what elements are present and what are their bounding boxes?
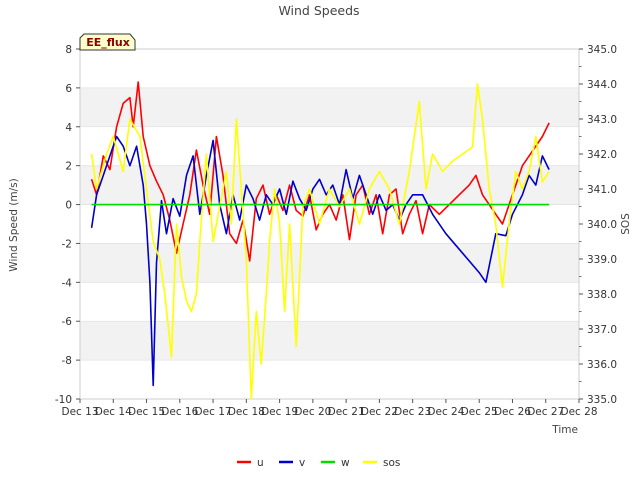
grid-band xyxy=(80,165,579,205)
y-axis-right-ticks: 335.0 336.0 337.0 338.0 339.0 340.0 341.0 342.0… xyxy=(579,44,617,406)
y-axis-left-ticks: -10 -8 -6 -4 -2 0 2 4 6 8 xyxy=(55,44,80,406)
x-tick-label: Dec 16 xyxy=(161,406,198,418)
y-left-tick-label: 0 xyxy=(65,200,72,212)
annotation-box xyxy=(79,33,136,51)
legend-label-v: v xyxy=(299,457,305,469)
x-tick-label: Dec 18 xyxy=(228,406,265,418)
grid-band xyxy=(80,321,579,361)
annotation-badge: EE_flux xyxy=(79,33,136,51)
x-tick-label: Dec 28 xyxy=(560,406,597,418)
y-left-tick-label: 6 xyxy=(65,83,72,95)
grid-band xyxy=(80,87,579,127)
y-left-tick-label: -8 xyxy=(62,355,72,367)
grid-bands xyxy=(80,48,579,400)
y-right-tick-label: 344.0 xyxy=(587,79,617,91)
x-tick-label: Dec 15 xyxy=(128,406,165,418)
x-tick-label: Dec 27 xyxy=(527,406,564,418)
y-right-tick-label: 342.0 xyxy=(587,149,617,161)
legend-label-sos: sos xyxy=(383,457,400,469)
series-line-u xyxy=(90,81,550,262)
x-tick-label: Dec 26 xyxy=(494,406,531,418)
x-tick-label: Dec 22 xyxy=(361,406,398,418)
x-tick-label: Dec 19 xyxy=(261,406,298,418)
y-right-tick-label: 343.0 xyxy=(587,114,617,126)
grid-band xyxy=(80,243,579,283)
x-tick-label: Dec 13 xyxy=(61,406,98,418)
legend: u v w sos xyxy=(237,457,400,469)
y-right-tick-label: 340.0 xyxy=(587,219,617,231)
chart-title: Wind Speeds xyxy=(278,3,359,18)
y-right-tick-label: 345.0 xyxy=(587,44,617,56)
x-tick-label: Dec 21 xyxy=(328,406,365,418)
x-tick-label: Dec 24 xyxy=(427,406,464,418)
x-tick-label: Dec 17 xyxy=(195,406,232,418)
y-right-tick-label: 341.0 xyxy=(587,184,617,196)
y-left-tick-label: 4 xyxy=(65,122,72,134)
series-line-sos xyxy=(90,83,550,400)
y-right-tick-label: 339.0 xyxy=(587,254,617,266)
y-left-tick-label: -4 xyxy=(62,277,73,289)
y-left-tick-label: 8 xyxy=(65,44,72,56)
x-axis-label: Time xyxy=(551,424,578,436)
legend-label-w: w xyxy=(341,457,350,469)
y-left-tick-label: -2 xyxy=(62,238,72,250)
plot-area xyxy=(79,48,580,400)
series-line-v xyxy=(90,135,550,387)
legend-label-u: u xyxy=(257,457,264,469)
y-right-tick-label: 337.0 xyxy=(587,324,617,336)
y-left-tick-label: -10 xyxy=(55,394,72,406)
y-right-tick-label: 336.0 xyxy=(587,359,617,371)
series-layer xyxy=(90,81,550,400)
y-right-tick-label: 335.0 xyxy=(587,394,617,406)
annotation-text: EE_flux xyxy=(86,36,130,49)
y-right-tick-label: 338.0 xyxy=(587,289,617,301)
y-axis-right-label: SOS xyxy=(620,213,632,235)
x-tick-label: Dec 25 xyxy=(461,406,498,418)
y-left-tick-label: -6 xyxy=(62,316,73,328)
x-tick-label: Dec 14 xyxy=(95,406,132,418)
x-tick-label: Dec 20 xyxy=(294,406,331,418)
x-tick-label: Dec 23 xyxy=(394,406,431,418)
y-left-tick-label: 2 xyxy=(65,161,72,173)
y-axis-left-label: Wind Speed (m/s) xyxy=(8,178,20,271)
